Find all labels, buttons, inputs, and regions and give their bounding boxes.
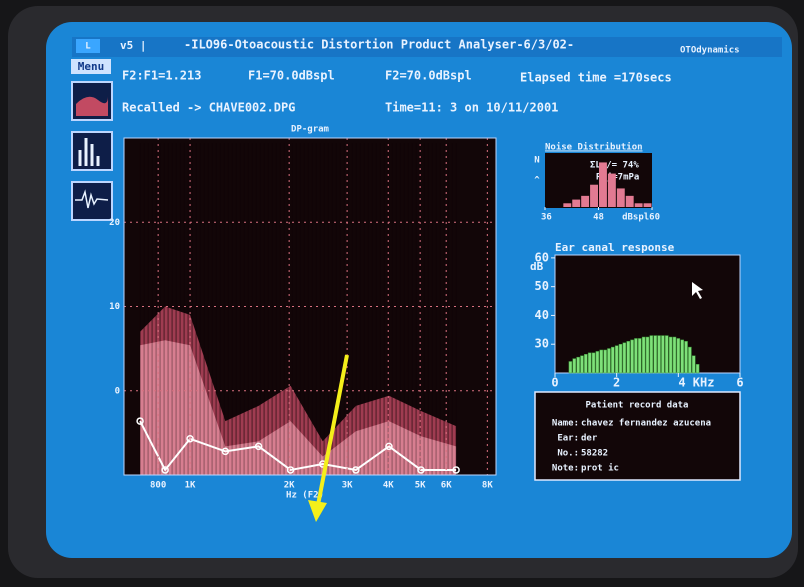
patient-field-value: 58282	[581, 449, 608, 459]
response-bar	[615, 346, 618, 373]
x-tick-label: 5K	[415, 481, 426, 491]
response-bar	[638, 338, 641, 373]
histogram-bar	[590, 185, 598, 207]
system-icon-label: L	[85, 42, 91, 52]
x-tick-label: 4K	[383, 481, 394, 491]
x-tick-label: 4 KHz	[678, 376, 714, 390]
response-bar	[592, 353, 595, 373]
version: v5 |	[120, 39, 147, 52]
response-bar	[596, 351, 599, 373]
response-bar	[650, 336, 653, 373]
response-bar	[580, 356, 583, 373]
noise-title: Noise Distribution	[545, 142, 643, 153]
y-tick-label: 40	[535, 308, 549, 322]
response-bar	[573, 359, 576, 373]
recalled-file: Recalled -> CHAVE002.DPG	[122, 101, 295, 115]
response-bar	[696, 364, 699, 373]
response-bar	[654, 336, 657, 373]
y-tick-label: 0	[115, 386, 120, 396]
response-bar	[631, 340, 634, 373]
y-tick-label: 50	[535, 279, 549, 293]
histogram-bar	[599, 162, 607, 207]
waveform-icon[interactable]	[72, 182, 112, 220]
response-bar	[688, 347, 691, 373]
x-tick-label: dBspl60	[622, 213, 660, 223]
monitor-photo: L v5 | -ILO96-Otoacoustic Distortion Pro…	[0, 0, 804, 587]
tool-icons	[72, 82, 112, 220]
ratio: F2:F1=1.213	[122, 69, 201, 83]
y-tick-label: 10	[109, 302, 120, 312]
response-bar	[623, 343, 626, 373]
noise-stat-lo: ΣLo/= 74%	[590, 161, 639, 171]
x-tick-label: 6K	[441, 481, 452, 491]
patient-field-value: der	[581, 434, 598, 444]
x-tick-label: 1K	[185, 481, 196, 491]
response-bar	[681, 340, 684, 373]
response-bar	[611, 347, 614, 373]
x-tick-label: 36	[541, 213, 552, 223]
record-time: Time=11: 3 on 10/11/2001	[385, 101, 558, 115]
response-bar	[673, 337, 676, 373]
patient-field-label: Name:	[552, 419, 579, 429]
response-bar	[604, 350, 607, 373]
f1-level: F1=70.0dBspl	[248, 69, 335, 83]
dpgram-title: DP-gram	[291, 125, 330, 135]
noise-y-label: N	[534, 156, 539, 166]
response-bar	[619, 344, 622, 373]
patient-field-label: Ear:	[557, 434, 579, 444]
x-tick-label: 48	[593, 213, 604, 223]
x-tick-label: 2	[613, 376, 620, 390]
f2-level: F2=70.0dBspl	[385, 69, 472, 83]
x-tick-label: 6	[736, 376, 743, 390]
patient-field-label: Note:	[552, 464, 579, 474]
x-tick-label: 0	[551, 376, 558, 390]
y-tick-label: 60	[535, 250, 549, 264]
patient-title: Patient record data	[586, 400, 689, 411]
response-bar	[634, 338, 637, 373]
response-bar	[661, 336, 664, 373]
response-bar	[677, 338, 680, 373]
response-bar	[669, 337, 672, 373]
histogram-bar	[608, 174, 616, 207]
response-bar	[658, 336, 661, 373]
response-bar	[665, 336, 668, 373]
histogram-bar	[644, 203, 652, 207]
response-bar	[627, 341, 630, 373]
histogram-bar	[563, 203, 571, 207]
menu-label: Menu	[78, 60, 105, 73]
ear-canal-title: Ear canal response	[555, 241, 675, 254]
x-tick-label: 8K	[482, 481, 493, 491]
histogram-bar	[617, 188, 625, 207]
x-tick-label: 800	[150, 481, 166, 491]
noise-arrow: ^	[534, 176, 540, 186]
y-tick-label: 30	[535, 337, 549, 351]
response-bar	[600, 350, 603, 373]
response-bar	[569, 361, 572, 373]
response-bar	[685, 341, 688, 373]
response-bar	[692, 356, 695, 373]
patient-field-value: prot ic	[581, 463, 619, 474]
histogram-bar	[635, 203, 643, 207]
response-bar	[588, 353, 591, 373]
histogram-bar	[626, 196, 634, 207]
patient-field-value: chavez fernandez azucena	[581, 419, 711, 429]
patient-field-label: No.:	[557, 449, 579, 459]
response-bar	[584, 354, 587, 373]
brand: OTOdynamics	[680, 45, 740, 56]
x-tick-label: 2K	[284, 481, 295, 491]
response-bar	[642, 337, 645, 373]
histogram-bar	[581, 196, 589, 207]
response-bar	[607, 349, 610, 373]
elapsed-time: Elapsed time =170secs	[520, 71, 672, 85]
response-bar	[646, 337, 649, 373]
x-tick-label: 3K	[342, 481, 353, 491]
histogram-bar	[572, 200, 580, 207]
response-bar	[577, 357, 580, 373]
y-tick-label: 20	[109, 218, 120, 228]
window-title: -ILO96-Otoacoustic Distortion Product An…	[184, 38, 574, 52]
